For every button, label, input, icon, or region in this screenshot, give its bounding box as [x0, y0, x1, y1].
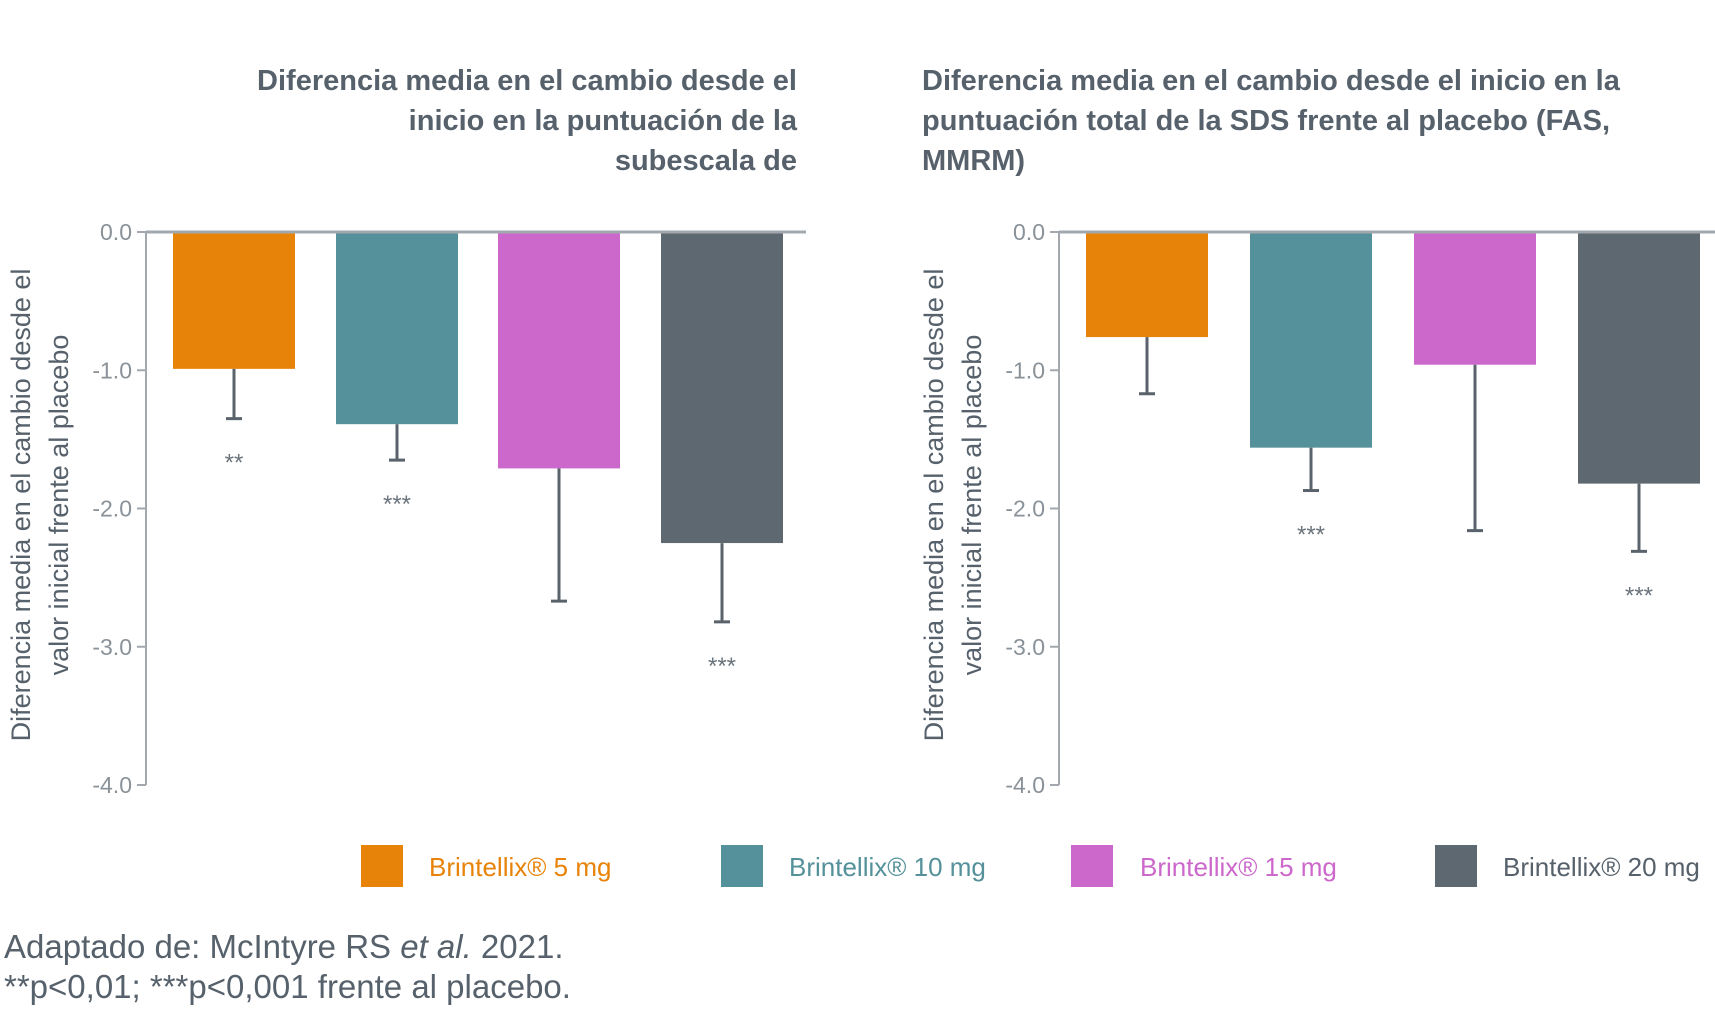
source-italic: et al.: [400, 928, 472, 965]
y-tick-label: 0.0: [100, 219, 132, 245]
source-footnote: Adaptado de: McIntyre RS et al. 2021.: [4, 928, 564, 966]
significance-footnote: **p<0,01; ***p<0,001 frente al placebo.: [4, 968, 571, 1005]
y-axis-label: valor inicial frente al placebo: [957, 335, 987, 676]
y-tick-label: -3.0: [1005, 634, 1045, 660]
y-tick-label: -3.0: [92, 634, 132, 660]
significance-label: ***: [708, 653, 736, 680]
legend-swatch: [1435, 845, 1477, 887]
source-suffix: 2021.: [471, 928, 564, 965]
significance-label: ***: [383, 491, 411, 518]
bar: [1086, 232, 1208, 338]
bar: [498, 232, 620, 469]
bar: [336, 232, 458, 425]
chart-title-line: MMRM): [922, 145, 1025, 177]
chart-title-line: subescala de: [615, 145, 797, 177]
chart-title-line: inicio en la puntuación de la: [409, 105, 798, 137]
bar: [1250, 232, 1372, 448]
y-tick-label: -2.0: [1005, 496, 1045, 522]
bar: [1578, 232, 1700, 484]
chart-title-line: puntuación total de la SDS frente al pla…: [922, 105, 1610, 137]
legend-label: Brintellix® 20 mg: [1503, 852, 1700, 882]
bar: [1414, 232, 1536, 365]
source-prefix: Adaptado de: McIntyre RS: [4, 928, 401, 965]
y-axis-label: valor inicial frente al placebo: [44, 335, 74, 676]
legend-label: Brintellix® 15 mg: [1140, 852, 1337, 882]
significance-label: **: [225, 450, 244, 477]
y-tick-label: -1.0: [1005, 357, 1045, 383]
legend-swatch: [1071, 845, 1113, 887]
significance-label: ***: [1625, 582, 1653, 609]
legend-label: Brintellix® 10 mg: [789, 852, 986, 882]
chart-title-line: Diferencia media en el cambio desde el: [257, 65, 797, 97]
significance-label: ***: [1297, 522, 1325, 549]
bar: [173, 232, 295, 369]
legend-swatch: [361, 845, 403, 887]
bar: [661, 232, 783, 544]
y-axis-label: Diferencia media en el cambio desde el: [6, 269, 36, 742]
y-tick-label: -1.0: [92, 357, 132, 383]
chart-title-line: Diferencia media en el cambio desde el i…: [922, 65, 1621, 97]
y-axis-label: Diferencia media en el cambio desde el: [919, 269, 949, 742]
legend-swatch: [721, 845, 763, 887]
y-tick-label: 0.0: [1013, 219, 1045, 245]
y-tick-label: -4.0: [92, 772, 132, 798]
legend-label: Brintellix® 5 mg: [429, 852, 611, 882]
y-tick-label: -4.0: [1005, 772, 1045, 798]
y-tick-label: -2.0: [92, 496, 132, 522]
